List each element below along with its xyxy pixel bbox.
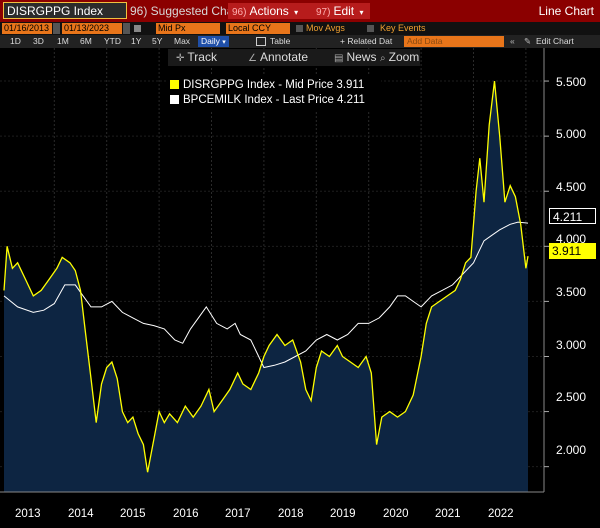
table-icon[interactable] [256,37,266,46]
actions-label: Actions [249,4,289,18]
period-6m[interactable]: 6M [80,36,92,46]
frequency-label: Daily [201,36,220,46]
x-tick-label: 2017 [225,508,251,520]
ticker-input[interactable]: DISRGPPG Index [3,2,127,19]
news-icon: ▤ [334,53,344,64]
news-button[interactable]: ▤ News [334,50,376,65]
x-tick-label: 2020 [383,508,409,520]
frequency-select[interactable]: Daily ▾ [198,36,229,47]
period-1y[interactable]: 1Y [131,36,142,46]
edit-button[interactable]: 97) Edit ▾ [312,3,370,19]
annotate-button[interactable]: ∠ Annotate [248,50,308,65]
x-tick-label: 2016 [173,508,199,520]
add-data-input[interactable]: Add Data [404,36,504,47]
currency-select[interactable]: Local CCY [226,23,290,34]
pencil-icon: ∠ [248,53,257,64]
chevron-down-icon: ▾ [222,39,226,46]
legend-item[interactable]: DISRGPPG Index - Mid Price 3.911 [170,78,364,92]
price-chart[interactable] [0,48,600,528]
crosshair-icon: ✛ [176,53,185,64]
legend-swatch-yellow [170,80,179,89]
wrench-icon[interactable]: ✎ [524,36,532,46]
zoom-button[interactable]: ⌕ Zoom [380,50,419,65]
table-button[interactable]: Table [270,36,291,46]
period-3d[interactable]: 3D [33,36,44,46]
date-stepper-icon[interactable] [53,23,60,34]
y-tick-label: 4.000 [556,232,587,246]
x-tick-label: 2014 [68,508,94,520]
track-label: Track [187,50,217,64]
y-tick-label: 5.500 [556,75,587,89]
chart-type-label: Line Chart [538,4,594,18]
annotate-label: Annotate [259,50,309,64]
y-tick-label: 4.500 [556,180,587,194]
end-date-field[interactable]: 01/13/2023 [62,23,122,34]
period-ytd[interactable]: YTD [104,36,121,46]
x-tick-label: 2015 [120,508,146,520]
bpcemilk-line [3,221,529,369]
magnifier-icon: ⌕ [380,53,386,64]
related-data-button[interactable]: + Related Dat [340,36,393,46]
news-label: News [346,50,377,64]
period-max[interactable]: Max [174,36,191,46]
y-tick-label: 3.500 [556,285,587,299]
axis-ticks [544,80,549,468]
legend-label: DISRGPPG Index - Mid Price 3.911 [183,79,365,91]
zoom-label: Zoom [388,50,420,64]
date-stepper-icon[interactable] [123,23,130,34]
track-button[interactable]: ✛ Track [176,50,217,65]
x-tick-label: 2022 [488,508,514,520]
x-tick-label: 2018 [278,508,304,520]
start-date-field[interactable]: 01/16/2013 [2,23,52,34]
last-price-yellow: 3.911 [549,243,596,259]
y-tick-label: 2.000 [556,443,587,457]
period-5y[interactable]: 5Y [152,36,163,46]
actions-button[interactable]: 96) Actions ▾ [228,3,312,19]
y-tick-label: 5.000 [556,127,587,141]
x-tick-label: 2013 [15,508,41,520]
x-tick-label: 2019 [330,508,356,520]
calendar-icon[interactable] [134,25,141,32]
chevron-down-icon: ▾ [359,8,364,17]
chevron-down-icon: ▾ [294,8,299,17]
y-tick-label: 3.000 [556,338,587,352]
actions-number: 96) [232,7,247,18]
settings-bar: 01/16/2013 01/13/2023 Mid Px Local CCY M… [0,22,600,35]
disrgppg-area [4,81,528,492]
last-price-white: 4.211 [549,208,596,224]
top-bar: DISRGPPG Index 96) Suggested Charts 96) A… [0,0,600,22]
mov-avgs-label: Mov Avgs [306,23,345,33]
legend-item[interactable]: BPCEMILK Index - Last Price 4.211 [170,93,365,107]
edit-label: Edit [333,4,355,18]
price-field-select[interactable]: Mid Px [156,23,220,34]
y-tick-label: 2.500 [556,390,587,404]
suggested-charts-button[interactable]: 96) Suggested Charts [130,4,247,18]
key-events-label: Key Events [380,23,426,33]
collapse-icon[interactable]: « [510,36,515,46]
edit-chart-button[interactable]: Edit Chart [536,36,574,46]
chart-toolbar: ✛ Track ∠ Annotate ▤ News ⌕ Zoom [168,49,420,66]
key-events-checkbox[interactable] [367,25,374,32]
legend-swatch-white [170,95,179,104]
period-1d[interactable]: 1D [10,36,21,46]
x-tick-label: 2021 [435,508,461,520]
period-1m[interactable]: 1M [57,36,69,46]
legend-label: BPCEMILK Index - Last Price 4.211 [183,94,365,106]
period-bar: 1D 3D 1M 6M YTD 1Y 5Y Max Daily ▾ Table … [0,35,600,48]
mov-avgs-checkbox[interactable] [296,25,303,32]
edit-number: 97) [316,7,331,18]
chart-legend: DISRGPPG Index - Mid Price 3.911 BPCEMIL… [168,75,381,110]
disrgppg-line [3,81,529,473]
